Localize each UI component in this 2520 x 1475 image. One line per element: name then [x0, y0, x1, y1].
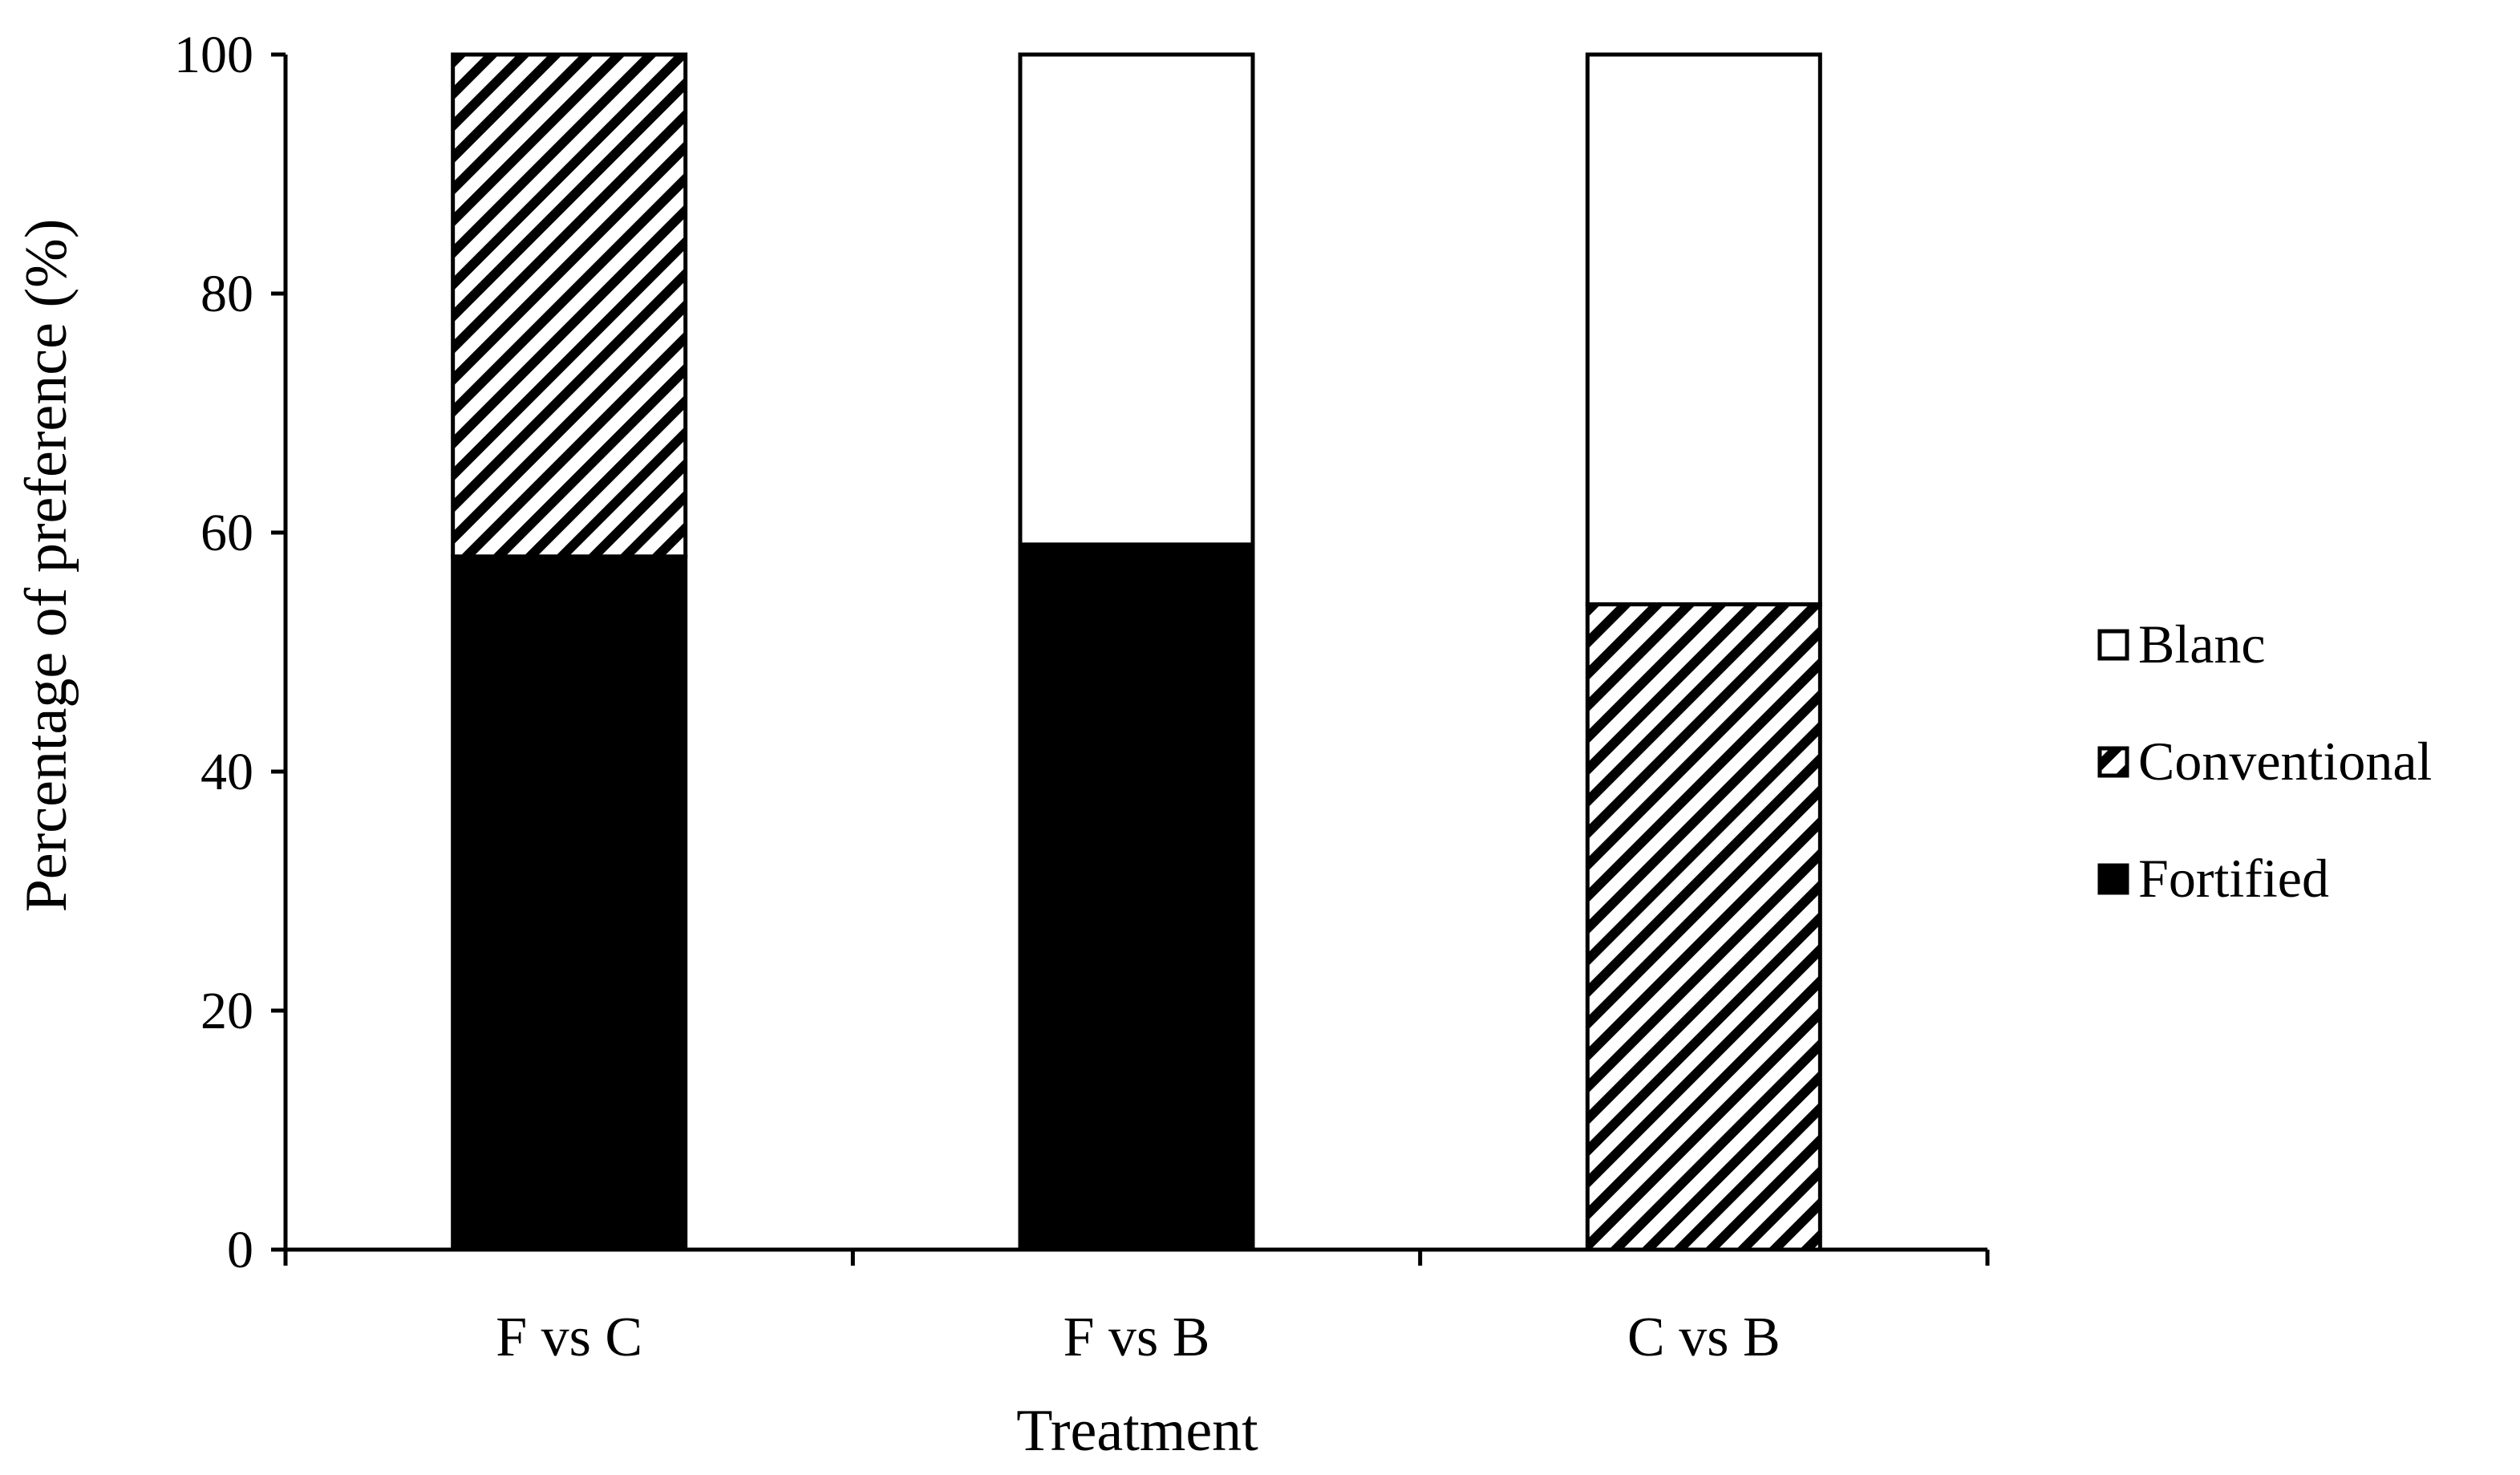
bars-group [451, 52, 1822, 1252]
bar-f-vs-c-conventional [451, 52, 688, 559]
axes-group [283, 55, 1987, 1252]
x-category-label: F vs B [1064, 1307, 1210, 1368]
x-categories-group: F vs C F vs B C vs B [283, 1250, 1990, 1368]
y-tick-label: 60 [201, 504, 253, 562]
x-axis-title: Treatment [1016, 1398, 1258, 1464]
x-category-label: C vs B [1627, 1307, 1781, 1368]
x-category-label: F vs C [496, 1307, 642, 1368]
bar-f-vs-b-fortified [1018, 542, 1255, 1252]
y-axis-title: Percentage of preference (%) [14, 219, 79, 913]
y-tick-label: 100 [174, 26, 253, 84]
legend-label-blanc: Blanc [2138, 614, 2266, 675]
bar-c-vs-b-conventional [1585, 602, 1822, 1252]
y-tick-label: 80 [201, 265, 253, 323]
legend-label-conventional: Conventional [2138, 731, 2432, 792]
legend: Blanc Conventional Fortified [2097, 614, 2432, 909]
legend-label-fortified: Fortified [2138, 848, 2329, 909]
bar-f-vs-c-fortified [451, 554, 688, 1252]
legend-swatch-conventional [2097, 746, 2129, 778]
bar-f-vs-b-blanc [1018, 52, 1255, 547]
y-tick-label: 20 [201, 982, 253, 1040]
bar-c-vs-b-blanc [1585, 52, 1822, 606]
y-tick-label: 0 [227, 1221, 253, 1279]
y-tick-label: 40 [201, 743, 253, 801]
legend-swatch-blanc [2097, 629, 2129, 661]
y-ticks-group: 0 20 40 60 80 100 [174, 26, 286, 1279]
legend-swatch-fortified [2097, 863, 2129, 895]
